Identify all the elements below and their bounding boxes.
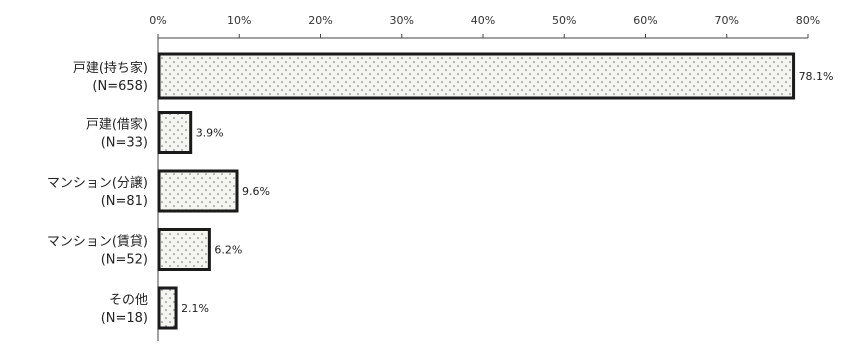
category-label: その他	[109, 293, 148, 308]
value-labels: 78.1% 3.9% 9.6% 6.2% 2.1%	[181, 70, 833, 315]
category-n-label: (N=52)	[101, 253, 148, 268]
category-labels: 戸建(持ち家) (N=658) 戸建(借家) (N=33) マンション(分譲) (N=81…	[47, 60, 148, 326]
value-label: 6.2%	[214, 244, 242, 257]
x-tick-label: 50%	[552, 14, 576, 27]
x-tick-label: 60%	[633, 14, 657, 27]
value-label: 3.9%	[196, 127, 224, 140]
bars	[157, 52, 796, 330]
x-tick-label: 40%	[471, 14, 495, 27]
bar	[157, 169, 239, 213]
category-n-label: (N=658)	[92, 79, 148, 94]
category-label: マンション(分譲)	[47, 175, 148, 191]
bar	[157, 286, 178, 330]
category-label: マンション(賃貸)	[47, 234, 148, 250]
x-tick-label: 10%	[227, 14, 251, 27]
x-tick-label: 20%	[308, 14, 332, 27]
category-n-label: (N=33)	[101, 136, 148, 151]
value-label: 2.1%	[181, 302, 209, 315]
bar	[157, 52, 796, 100]
category-label: 戸建(持ち家)	[73, 60, 148, 76]
value-label: 9.6%	[242, 185, 270, 198]
x-tick-label: 70%	[715, 14, 739, 27]
x-tick-label: 0%	[149, 14, 166, 27]
tick-labels: 0% 10% 20% 30% 40% 50% 60% 70% 80%	[149, 14, 820, 38]
value-label: 78.1%	[799, 70, 834, 83]
bar	[157, 111, 193, 154]
bar	[157, 228, 211, 271]
category-label: 戸建(借家)	[86, 117, 148, 133]
x-tick-label: 80%	[796, 14, 820, 27]
category-n-label: (N=18)	[101, 311, 148, 326]
category-n-label: (N=81)	[101, 194, 148, 209]
x-tick-label: 30%	[390, 14, 414, 27]
